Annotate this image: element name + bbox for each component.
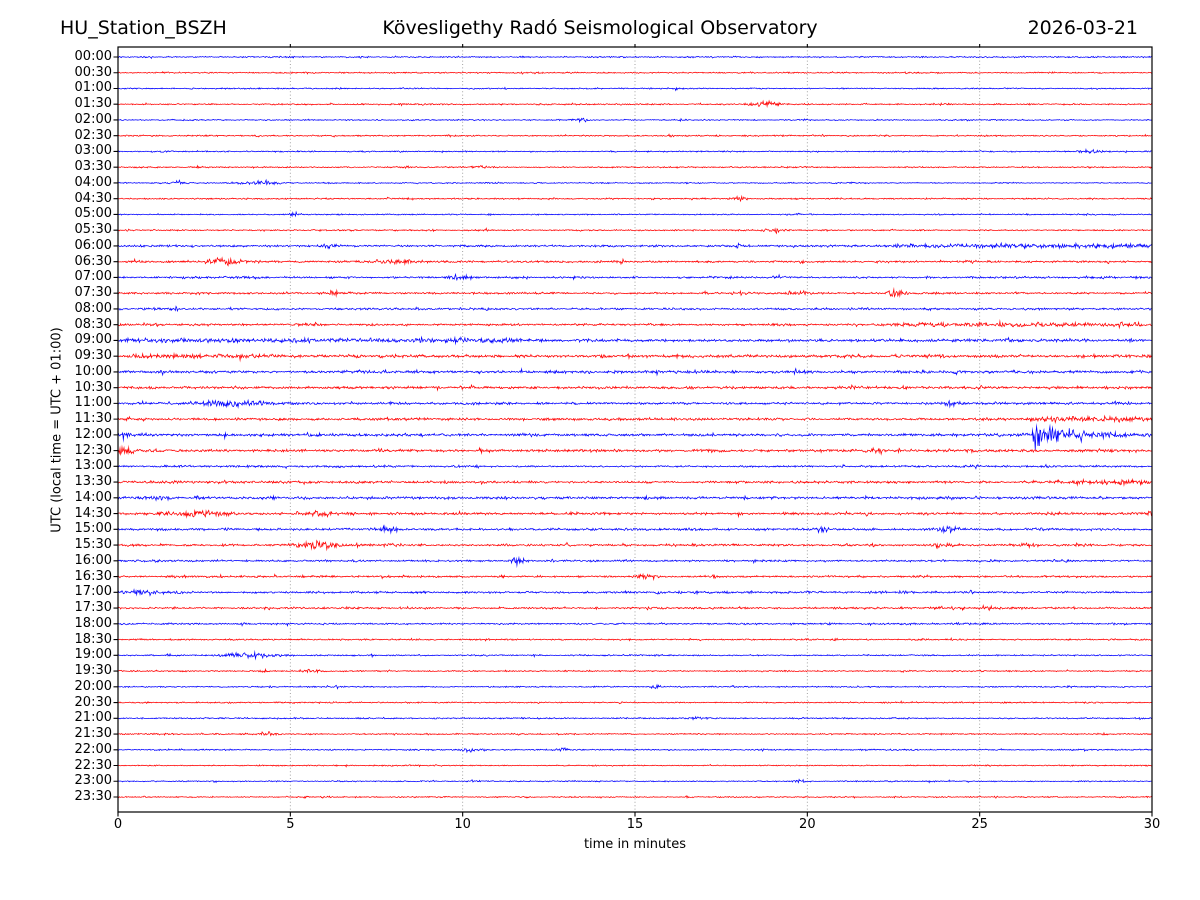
y-tick-label: 06:30: [74, 253, 112, 269]
y-tick-label: 14:30: [74, 505, 112, 521]
y-tick-label: 19:30: [74, 663, 112, 679]
x-tick-label: 20: [799, 817, 816, 832]
y-tick-label: 20:30: [74, 694, 112, 710]
y-tick-label: 08:30: [74, 316, 112, 332]
x-tick-label: 10: [454, 817, 471, 832]
y-tick-label: 02:00: [74, 111, 112, 127]
y-tick-label: 07:30: [74, 285, 112, 301]
x-tick-label: 15: [626, 817, 644, 832]
y-tick-label: 23:30: [74, 789, 112, 804]
y-tick-label: 15:00: [74, 521, 112, 537]
y-tick-label: 12:30: [74, 442, 112, 458]
y-tick-label: 11:00: [74, 395, 112, 411]
y-tick-label: 15:30: [74, 537, 112, 553]
y-tick-label: 04:00: [74, 174, 112, 190]
y-tick-label: 10:00: [74, 363, 112, 379]
y-tick-label: 02:30: [74, 127, 112, 143]
y-tick-label: 11:30: [74, 411, 112, 427]
y-tick-label: 17:00: [74, 584, 112, 600]
x-tick-label: 30: [1143, 817, 1161, 832]
y-tick-label: 19:00: [74, 647, 112, 663]
y-tick-label: 13:00: [74, 458, 112, 474]
y-tick-label: 03:30: [74, 159, 112, 175]
y-tick-label: 06:00: [74, 237, 112, 253]
y-tick-label: 07:00: [74, 269, 112, 285]
y-tick-label: 04:30: [74, 190, 112, 206]
y-tick-label: 18:00: [74, 615, 112, 631]
x-tick-label: 0: [113, 817, 123, 832]
y-tick-label: 05:30: [74, 222, 112, 238]
y-axis-title: UTC (local time = UTC + 01:00): [49, 327, 65, 533]
y-tick-label: 20:00: [74, 678, 112, 694]
y-tick-label: 09:30: [74, 348, 112, 364]
y-tick-label: 22:30: [74, 757, 112, 773]
x-tick-label: 25: [971, 817, 988, 832]
y-tick-label: 13:30: [74, 474, 112, 490]
y-tick-label: 00:00: [74, 49, 112, 64]
y-tick-label: 01:30: [74, 96, 112, 112]
y-tick-label: 00:30: [74, 64, 112, 80]
y-tick-label: 12:00: [74, 426, 112, 442]
x-axis-title: time in minutes: [583, 837, 687, 852]
y-tick-label: 16:30: [74, 568, 112, 584]
y-tick-label: 16:00: [74, 552, 112, 568]
y-tick-label: 05:00: [74, 206, 112, 222]
date-title: 2026-03-21: [1027, 17, 1138, 39]
y-tick-label: 10:30: [74, 379, 112, 395]
y-tick-label: 18:30: [74, 631, 112, 647]
y-tick-label: 01:00: [74, 80, 112, 96]
observatory-title: Kövesligethy Radó Seismological Observat…: [382, 17, 818, 39]
x-tick-label: 5: [286, 817, 295, 832]
y-tick-label: 22:00: [74, 741, 112, 757]
y-tick-label: 17:30: [74, 600, 112, 616]
y-tick-label: 23:00: [74, 773, 112, 789]
station-title: HU_Station_BSZH: [60, 17, 227, 39]
y-tick-label: 21:30: [74, 726, 112, 742]
y-tick-label: 08:00: [74, 300, 112, 316]
y-tick-label: 09:00: [74, 332, 112, 348]
y-tick-label: 14:00: [74, 489, 112, 505]
y-tick-label: 21:00: [74, 710, 112, 726]
y-tick-label: 03:00: [74, 143, 112, 159]
